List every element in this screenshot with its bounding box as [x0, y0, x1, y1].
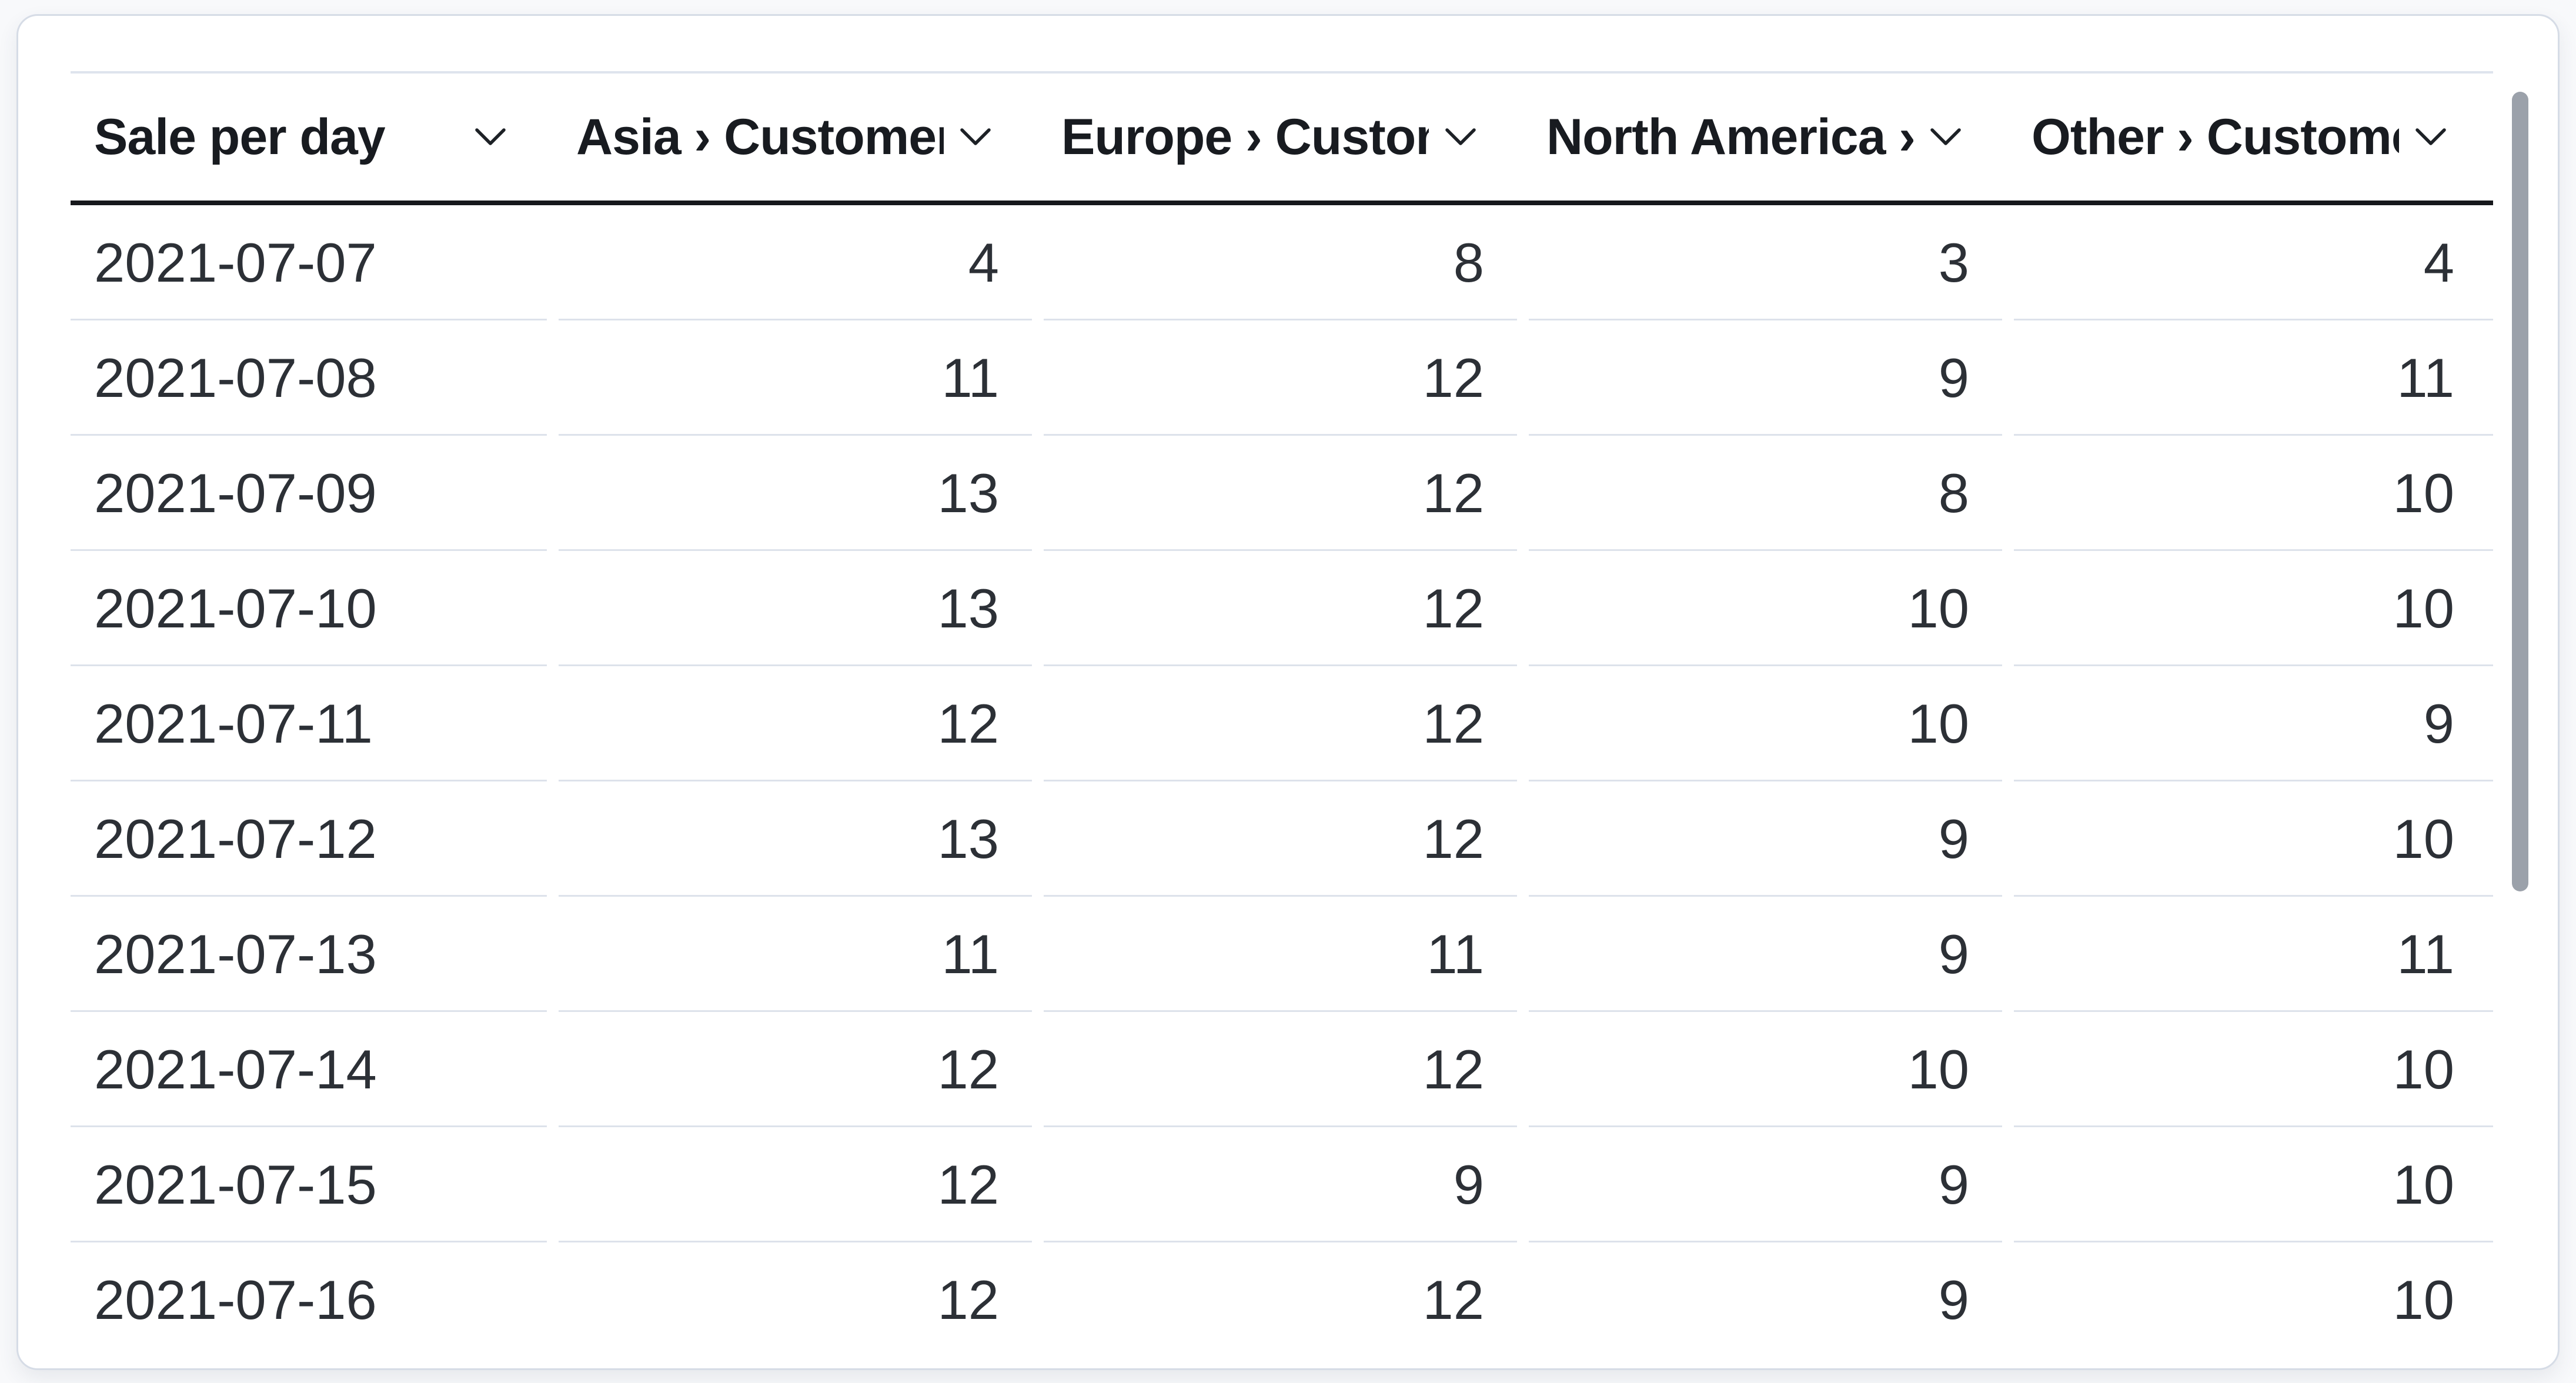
column-header-0[interactable]: Sale per day	[71, 74, 553, 201]
value-cell[interactable]: 12	[1038, 1242, 1523, 1321]
column-header-label: Asia › Customers	[576, 108, 944, 165]
value-cell[interactable]: 12	[553, 666, 1038, 781]
column-header-3[interactable]: North America ›	[1523, 74, 2008, 201]
table-row: 2021-07-15 12 9 9 10	[71, 1127, 2493, 1242]
value-cell[interactable]: 10	[1523, 666, 2008, 781]
value-cell[interactable]: 9	[1038, 1127, 1523, 1242]
value-cell[interactable]: 8	[1523, 436, 2008, 551]
column-header-2[interactable]: Europe › Custom	[1038, 74, 1523, 201]
table-row: 2021-07-16 12 12 9 10	[71, 1242, 2493, 1321]
chevron-down-icon[interactable]	[2414, 126, 2447, 148]
chevron-down-icon[interactable]	[474, 126, 507, 148]
chevron-down-icon[interactable]	[959, 126, 992, 148]
value-cell[interactable]: 10	[2008, 1127, 2493, 1242]
value-cell[interactable]: 10	[2008, 1012, 2493, 1127]
value-cell[interactable]: 11	[2008, 320, 2493, 436]
table-row: 2021-07-14 12 12 10 10	[71, 1012, 2493, 1127]
value-cell[interactable]: 12	[553, 1127, 1038, 1242]
table-row: 2021-07-07 4 8 3 4	[71, 205, 2493, 320]
date-cell[interactable]: 2021-07-14	[71, 1012, 553, 1127]
value-cell[interactable]: 13	[553, 781, 1038, 897]
value-cell[interactable]: 9	[1523, 1127, 2008, 1242]
value-cell[interactable]: 12	[553, 1242, 1038, 1321]
table-row: 2021-07-09 13 12 8 10	[71, 436, 2493, 551]
value-cell[interactable]: 10	[1523, 1012, 2008, 1127]
value-cell[interactable]: 3	[1523, 205, 2008, 320]
value-cell[interactable]: 10	[2008, 436, 2493, 551]
value-cell[interactable]: 12	[553, 1012, 1038, 1127]
value-cell[interactable]: 11	[2008, 897, 2493, 1012]
value-cell[interactable]: 9	[1523, 781, 2008, 897]
value-cell[interactable]: 13	[553, 436, 1038, 551]
date-cell[interactable]: 2021-07-12	[71, 781, 553, 897]
date-cell[interactable]: 2021-07-15	[71, 1127, 553, 1242]
value-cell[interactable]: 10	[1523, 551, 2008, 666]
value-cell[interactable]: 12	[1038, 320, 1523, 436]
date-cell[interactable]: 2021-07-10	[71, 551, 553, 666]
date-cell[interactable]: 2021-07-07	[71, 205, 553, 320]
column-header-label: Other › Custome	[2032, 108, 2399, 165]
table-row: 2021-07-13 11 11 9 11	[71, 897, 2493, 1012]
value-cell[interactable]: 12	[1038, 551, 1523, 666]
value-cell[interactable]: 10	[2008, 551, 2493, 666]
date-cell[interactable]: 2021-07-13	[71, 897, 553, 1012]
value-cell[interactable]: 13	[553, 551, 1038, 666]
table-row: 2021-07-10 13 12 10 10	[71, 551, 2493, 666]
table-row: 2021-07-11 12 12 10 9	[71, 666, 2493, 781]
value-cell[interactable]: 11	[1038, 897, 1523, 1012]
chevron-down-icon[interactable]	[1444, 126, 1477, 148]
date-cell[interactable]: 2021-07-08	[71, 320, 553, 436]
table-body: 2021-07-07 4 8 3 4 2021-07-08 11 12 9 11…	[71, 205, 2493, 1321]
chevron-down-icon[interactable]	[1929, 126, 1962, 148]
column-header-4[interactable]: Other › Custome	[2008, 74, 2493, 201]
value-cell[interactable]: 12	[1038, 1012, 1523, 1127]
value-cell[interactable]: 4	[2008, 205, 2493, 320]
column-header-label: Europe › Custom	[1061, 108, 1429, 165]
table-row: 2021-07-08 11 12 9 11	[71, 320, 2493, 436]
value-cell[interactable]: 9	[1523, 320, 2008, 436]
table-card: Sale per day Asia › Customers Europe › C…	[16, 14, 2560, 1370]
value-cell[interactable]: 12	[1038, 666, 1523, 781]
date-cell[interactable]: 2021-07-11	[71, 666, 553, 781]
table-row: 2021-07-12 13 12 9 10	[71, 781, 2493, 897]
value-cell[interactable]: 10	[2008, 1242, 2493, 1321]
date-cell[interactable]: 2021-07-09	[71, 436, 553, 551]
value-cell[interactable]: 12	[1038, 781, 1523, 897]
column-header-1[interactable]: Asia › Customers	[553, 74, 1038, 201]
vertical-scrollbar-thumb[interactable]	[2512, 92, 2528, 891]
value-cell[interactable]: 11	[553, 320, 1038, 436]
value-cell[interactable]: 9	[2008, 666, 2493, 781]
table-header-row: Sale per day Asia › Customers Europe › C…	[71, 74, 2493, 205]
value-cell[interactable]: 9	[1523, 897, 2008, 1012]
date-cell[interactable]: 2021-07-16	[71, 1242, 553, 1321]
table-viewport: Sale per day Asia › Customers Europe › C…	[71, 71, 2493, 1321]
column-header-label: Sale per day	[94, 108, 385, 165]
value-cell[interactable]: 4	[553, 205, 1038, 320]
column-header-label: North America ›	[1546, 108, 1914, 165]
value-cell[interactable]: 9	[1523, 1242, 2008, 1321]
value-cell[interactable]: 11	[553, 897, 1038, 1012]
value-cell[interactable]: 8	[1038, 205, 1523, 320]
value-cell[interactable]: 12	[1038, 436, 1523, 551]
value-cell[interactable]: 10	[2008, 781, 2493, 897]
